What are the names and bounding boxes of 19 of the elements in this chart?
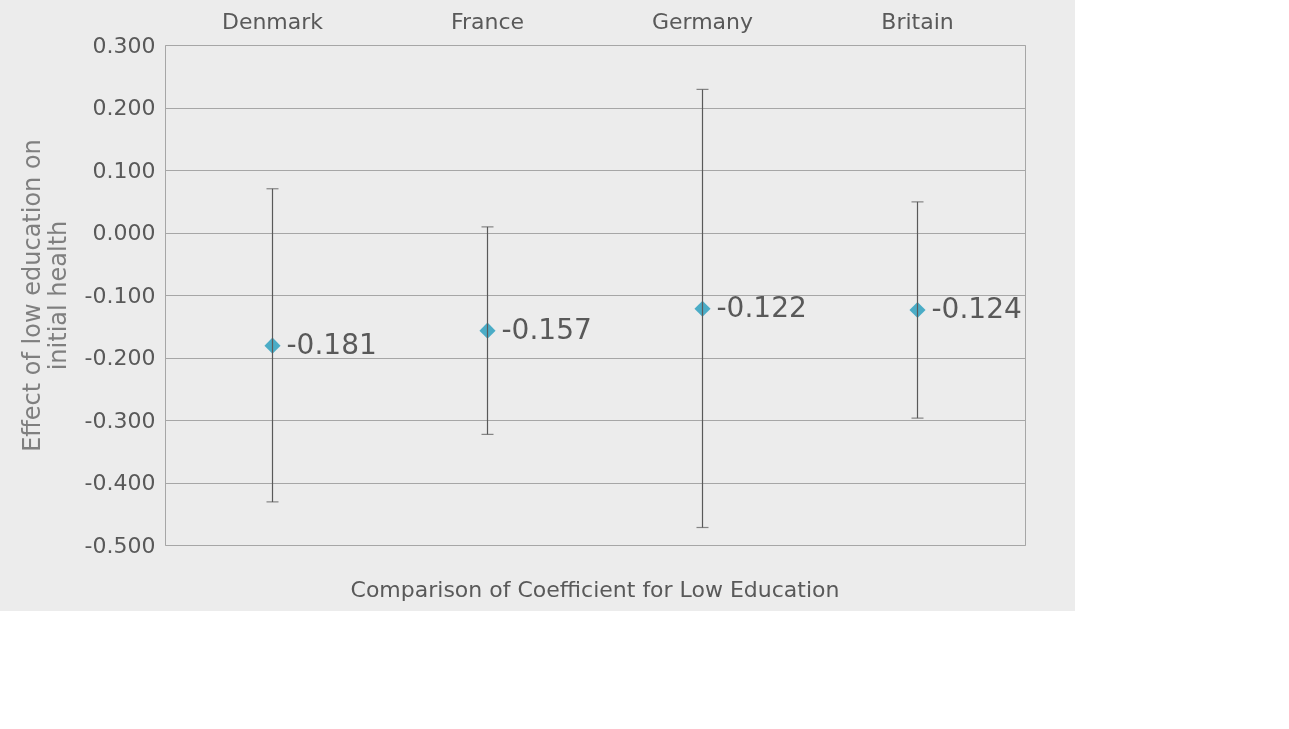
- x-axis-title: Comparison of Coefficient for Low Education: [350, 577, 840, 602]
- x-tick-label: France: [450, 8, 525, 34]
- x-tick-label: Britain: [881, 8, 954, 34]
- y-tick-label: 0.100: [92, 157, 156, 183]
- y-tick-label: -0.500: [84, 532, 156, 558]
- y-tick-label: 0.300: [92, 32, 156, 58]
- data-label: -0.157: [501, 312, 592, 346]
- x-tick-label: Denmark: [221, 8, 324, 34]
- y-tick-label: 0.000: [92, 220, 156, 245]
- y-tick-label: -0.100: [84, 282, 156, 308]
- y-tick-label: -0.300: [84, 407, 156, 433]
- y-tick-label: 0.200: [92, 95, 156, 120]
- data-label: -0.181: [286, 327, 377, 361]
- x-tick-label: Germany: [651, 8, 754, 34]
- data-label: -0.124: [931, 292, 1022, 325]
- data-label: -0.122: [716, 290, 807, 324]
- y-axis-title: Effect of low education on initial health: [17, 139, 72, 452]
- y-tick-label: -0.200: [84, 345, 156, 370]
- y-tick-label: -0.400: [84, 470, 156, 495]
